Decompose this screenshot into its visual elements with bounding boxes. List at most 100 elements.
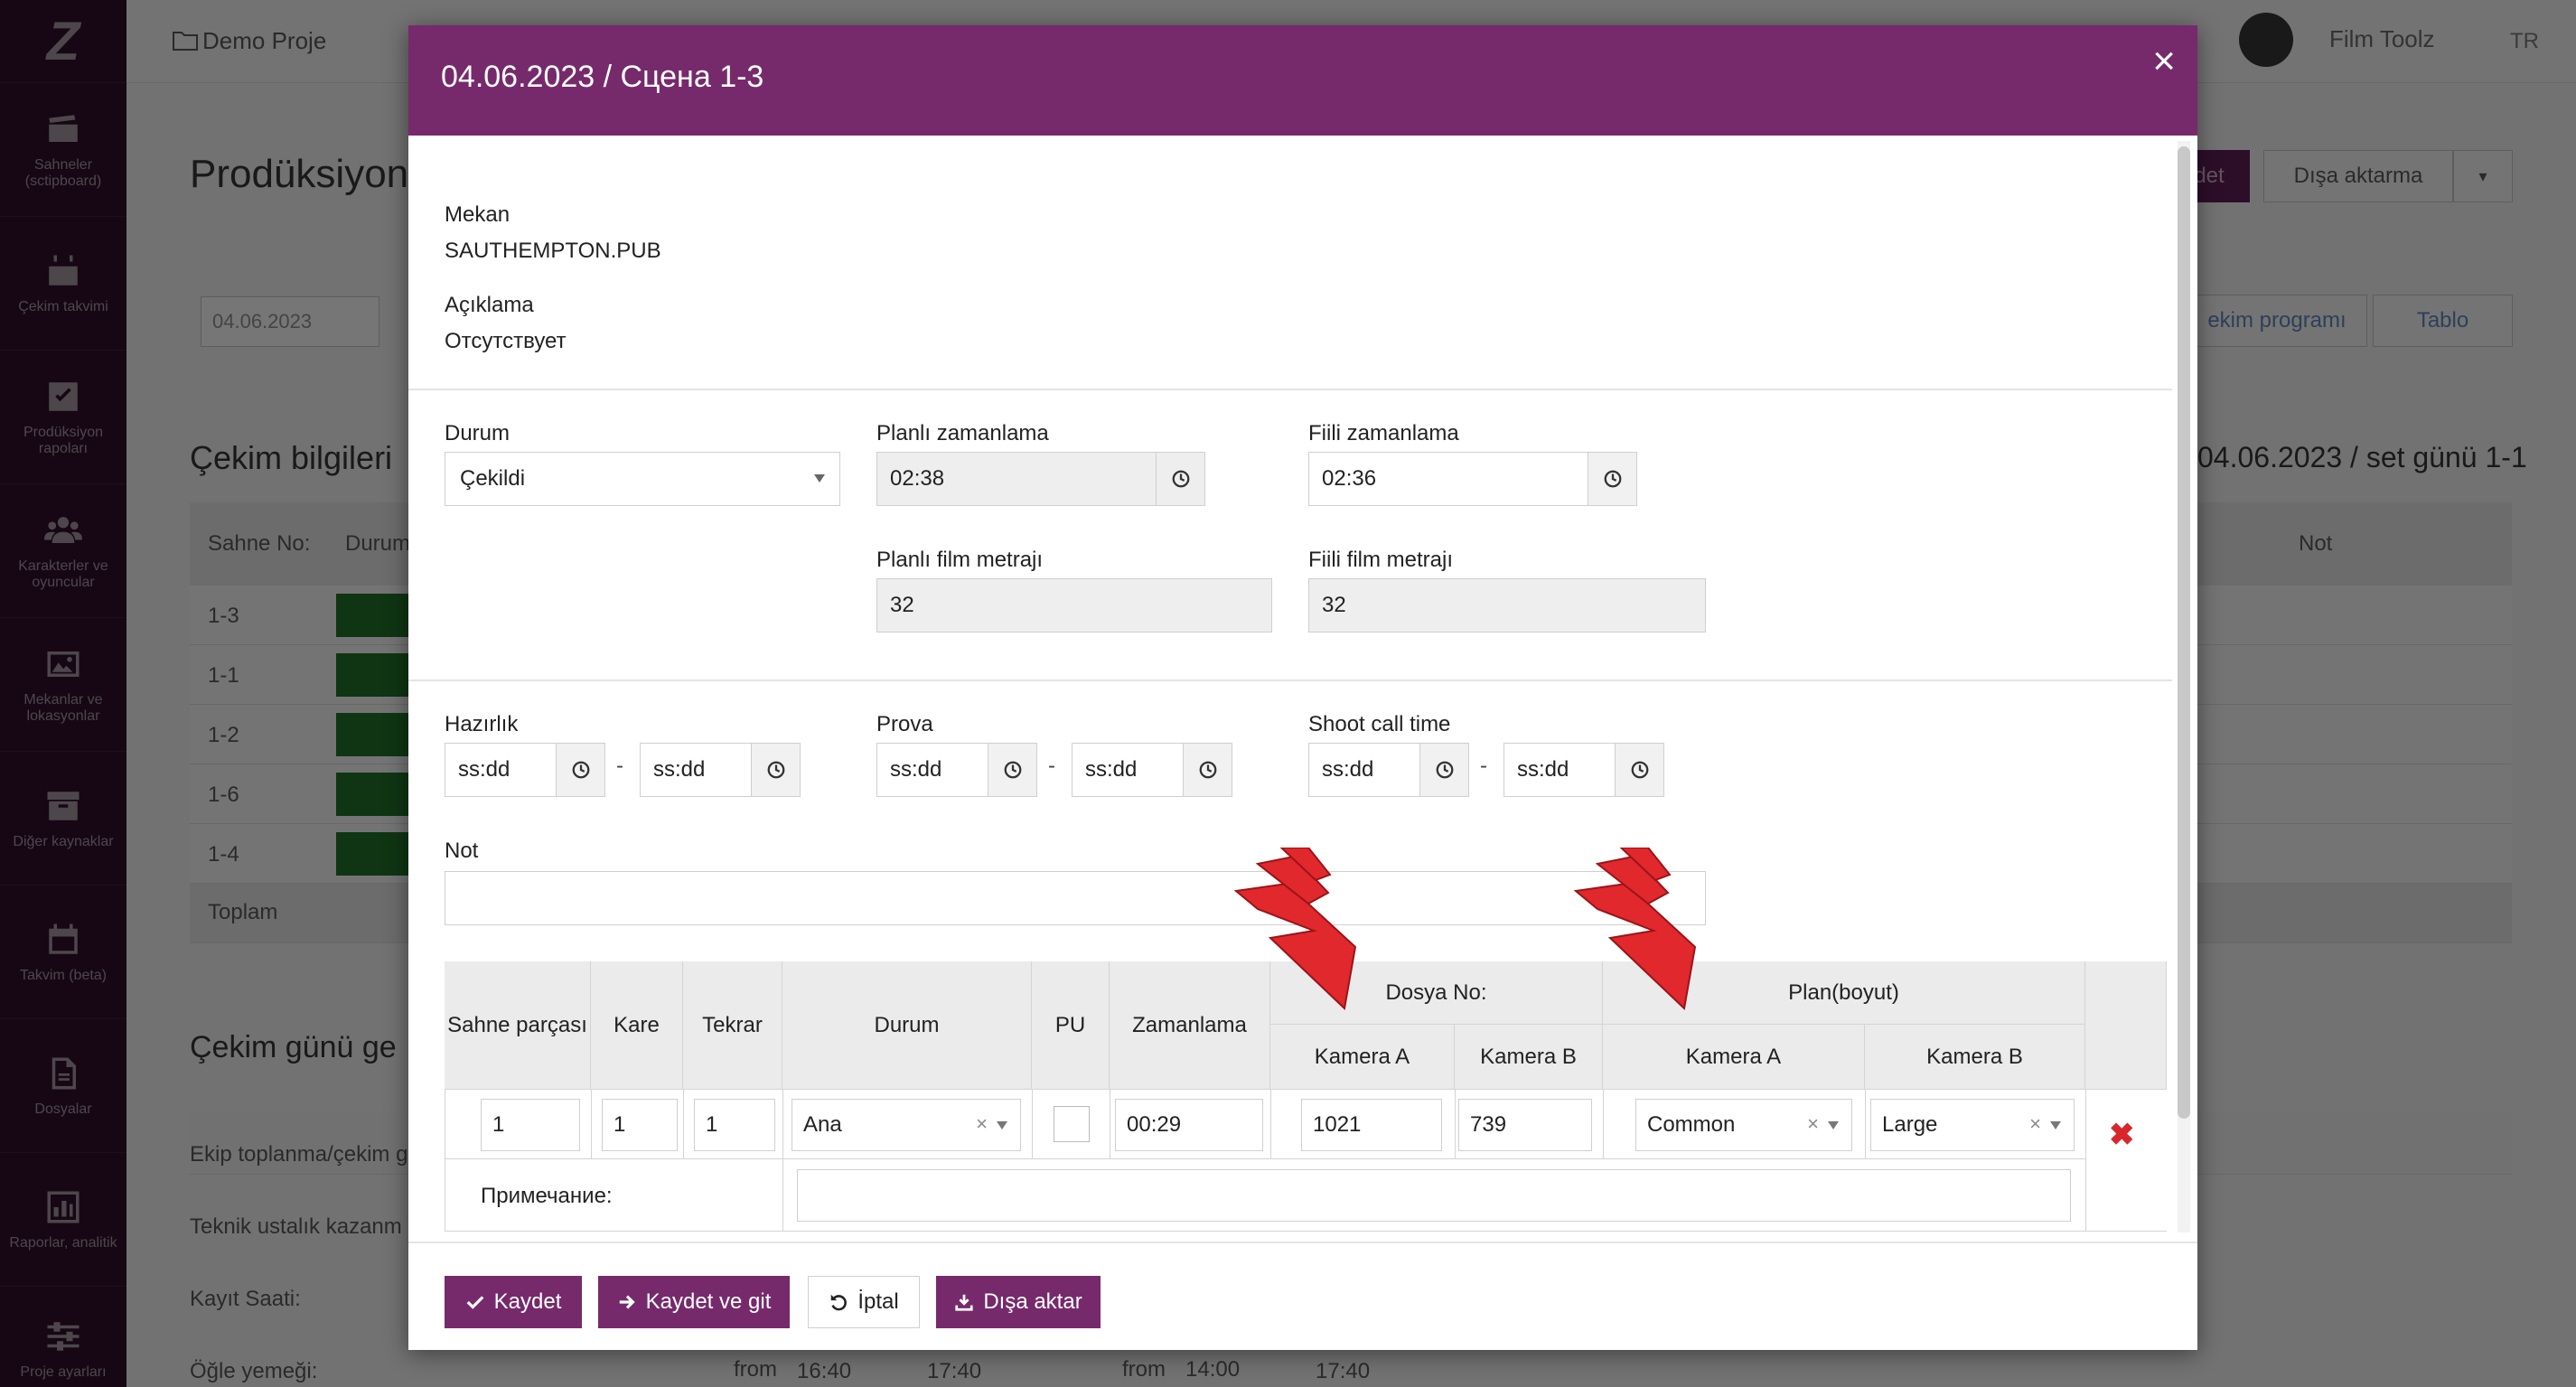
take-status-select[interactable]: Ana × — [792, 1099, 1021, 1151]
plan-camera-a-select[interactable]: Common × — [1635, 1099, 1852, 1151]
shoot-call-end-field: ss:dd — [1503, 743, 1664, 797]
grid-line — [445, 1231, 2167, 1232]
grid-line — [1032, 1090, 1033, 1158]
column-frame: Kare — [591, 961, 683, 1090]
grid-line — [782, 1090, 783, 1231]
column-plan-camera-b: Kamera B — [1865, 1025, 2085, 1090]
column-file-camera-b: Kamera B — [1455, 1025, 1603, 1090]
save-and-go-button[interactable]: Kaydet ve git — [598, 1276, 790, 1328]
clear-icon[interactable]: × — [976, 1112, 988, 1135]
clock-icon[interactable] — [1184, 743, 1232, 797]
shoot-call-start-input[interactable]: ss:dd — [1308, 743, 1420, 797]
actual-timing-input[interactable]: 02:36 — [1308, 452, 1588, 506]
clock-icon[interactable] — [1420, 743, 1469, 797]
cancel-button[interactable]: İptal — [808, 1276, 920, 1328]
column-pu: PU — [1032, 961, 1110, 1090]
clock-icon[interactable] — [752, 743, 801, 797]
take-note-label: Примечание: — [481, 1184, 613, 1208]
grid-line — [1455, 1090, 1456, 1158]
modal-footer: Kaydet Kaydet ve git İptal Dışa aktar — [408, 1242, 2197, 1350]
actual-timing-field: 02:36 — [1308, 452, 1637, 506]
clear-icon[interactable]: × — [1807, 1112, 1819, 1135]
shoot-call-end-input[interactable]: ss:dd — [1503, 743, 1616, 797]
divider — [408, 389, 2172, 390]
annotation-arrow-file-no — [1233, 848, 1357, 1010]
rehearsal-label: Prova — [876, 712, 933, 736]
prep-end-input[interactable]: ss:dd — [640, 743, 752, 797]
column-scene-part: Sahne parçası — [445, 961, 591, 1090]
shoot-call-label: Shoot call time — [1308, 712, 1451, 736]
planned-timing-field: 02:38 — [876, 452, 1205, 506]
column-file-camera-a: Kamera A — [1270, 1025, 1455, 1090]
actual-timing-label: Fiili zamanlama — [1308, 421, 1459, 445]
modal-title: 04.06.2023 / Сцена 1-3 — [441, 60, 764, 94]
plan-camera-a-value: Common — [1647, 1112, 1736, 1137]
grid-line — [1270, 1090, 1271, 1158]
range-separator: - — [1048, 754, 1055, 778]
column-status: Durum — [782, 961, 1032, 1090]
check-icon — [466, 1296, 484, 1309]
actual-footage-input[interactable]: 32 — [1308, 578, 1706, 633]
column-plan-camera-a: Kamera A — [1603, 1025, 1865, 1090]
modal-header: 04.06.2023 / Сцена 1-3 × — [408, 25, 2197, 136]
planned-timing-label: Planlı zamanlama — [876, 421, 1049, 445]
grid-line — [1603, 1090, 1604, 1158]
planned-timing-input: 02:38 — [876, 452, 1157, 506]
description-value: Отсутствует — [445, 329, 567, 353]
grid-line — [2085, 1090, 2086, 1231]
annotation-arrow-plan-size — [1573, 848, 1697, 1010]
export-button-label: Dışa aktar — [983, 1289, 1082, 1314]
save-button[interactable]: Kaydet — [445, 1276, 582, 1328]
take-note-input[interactable] — [797, 1169, 2071, 1222]
scrollbar-thumb[interactable] — [2178, 146, 2190, 1119]
caret-down-icon — [997, 1121, 1007, 1129]
rehearsal-end-field: ss:dd — [1072, 743, 1232, 797]
save-button-label: Kaydet — [493, 1289, 562, 1314]
grid-line — [591, 1090, 592, 1158]
scene-part-input[interactable]: 1 — [481, 1099, 580, 1151]
timing-input[interactable]: 00:29 — [1115, 1099, 1263, 1151]
rehearsal-start-field: ss:dd — [876, 743, 1037, 797]
frame-input[interactable]: 1 — [602, 1099, 678, 1151]
scene-edit-modal: 04.06.2023 / Сцена 1-3 × Mekan SAUTHEMPT… — [408, 25, 2197, 1350]
rehearsal-end-input[interactable]: ss:dd — [1072, 743, 1184, 797]
plan-camera-b-value: Large — [1882, 1112, 1938, 1137]
note-input[interactable] — [445, 871, 1706, 925]
preparation-label: Hazırlık — [445, 712, 519, 736]
download-icon — [955, 1294, 973, 1311]
grid-line — [445, 1158, 2085, 1159]
plan-camera-b-select[interactable]: Large × — [1870, 1099, 2075, 1151]
actual-footage-label: Fiili film metrajı — [1308, 548, 1453, 572]
caret-down-icon — [814, 474, 825, 483]
clock-icon[interactable] — [1616, 743, 1664, 797]
note-label: Not — [445, 839, 479, 863]
take-status-value: Ana — [803, 1112, 842, 1137]
clock-icon — [1157, 452, 1205, 506]
prep-start-field: ss:dd — [445, 743, 605, 797]
clock-icon[interactable] — [1588, 452, 1637, 506]
undo-icon — [831, 1294, 848, 1311]
pu-checkbox[interactable] — [1054, 1106, 1090, 1142]
column-take: Tekrar — [683, 961, 782, 1090]
file-no-camera-a-input[interactable]: 1021 — [1301, 1099, 1442, 1151]
status-select[interactable]: Çekildi — [445, 452, 840, 506]
take-input[interactable]: 1 — [694, 1099, 775, 1151]
status-selected-value: Çekildi — [460, 466, 526, 491]
rehearsal-start-input[interactable]: ss:dd — [876, 743, 988, 797]
divider — [408, 679, 2172, 681]
file-no-camera-b-input[interactable]: 739 — [1458, 1099, 1592, 1151]
export-button[interactable]: Dışa aktar — [936, 1276, 1101, 1328]
save-and-go-label: Kaydet ve git — [645, 1289, 772, 1314]
range-separator: - — [616, 754, 623, 778]
grid-line — [1865, 1090, 1866, 1158]
status-label: Durum — [445, 421, 511, 445]
delete-row-icon[interactable]: ✖ — [2109, 1118, 2135, 1152]
cancel-button-label: İptal — [857, 1289, 899, 1314]
column-actions — [2085, 961, 2167, 1090]
clear-icon[interactable]: × — [2029, 1112, 2041, 1135]
clock-icon[interactable] — [988, 743, 1037, 797]
close-icon[interactable]: × — [2152, 39, 2176, 83]
clock-icon[interactable] — [557, 743, 605, 797]
column-timing: Zamanlama — [1110, 961, 1270, 1090]
prep-start-input[interactable]: ss:dd — [445, 743, 557, 797]
